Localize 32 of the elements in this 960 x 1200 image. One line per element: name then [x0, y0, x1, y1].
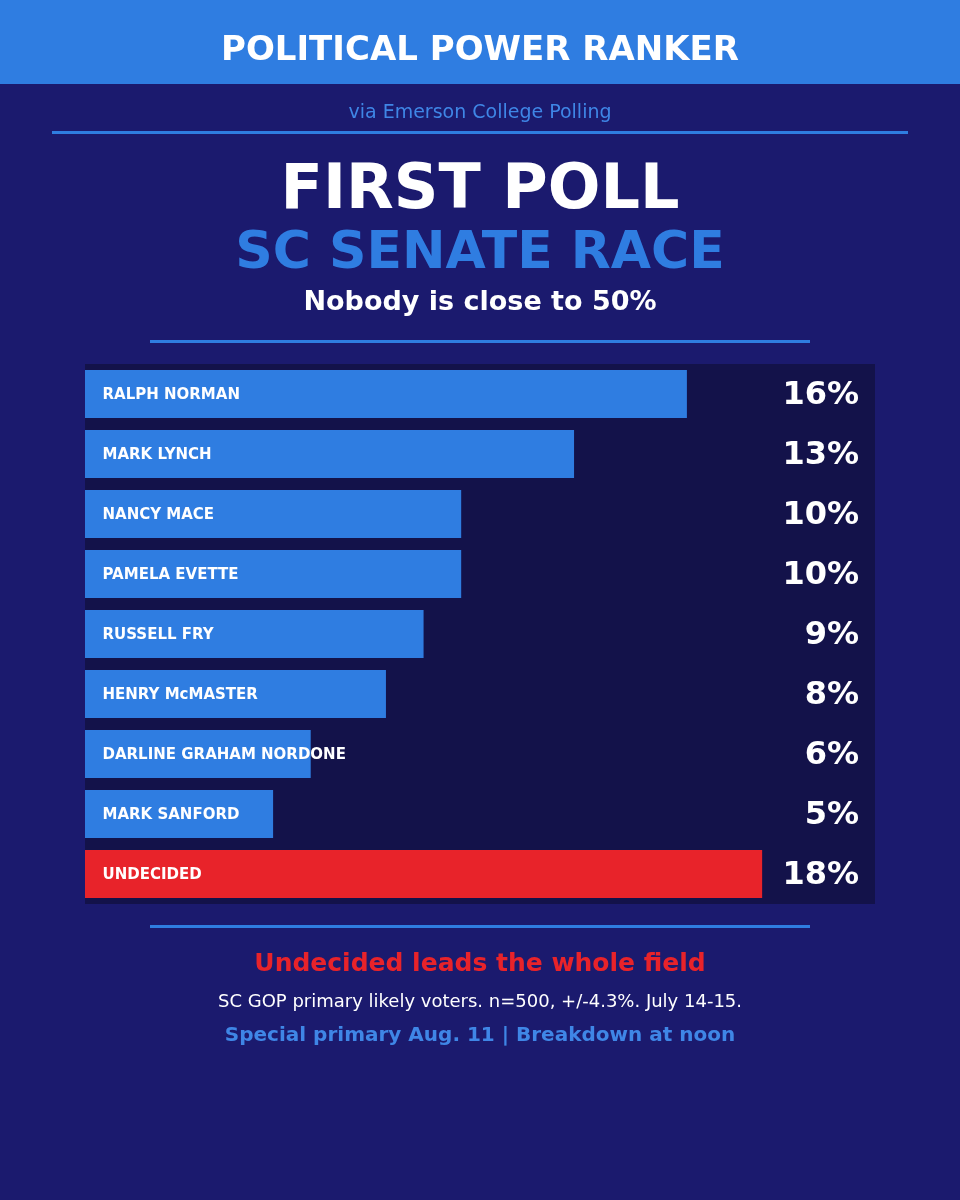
y-tick-label: MARK SANFORD — [102, 805, 240, 823]
y-tick-label: UNDECIDED — [102, 865, 202, 883]
bar — [85, 370, 687, 418]
y-tick-label: PAMELA EVETTE — [102, 565, 239, 583]
y-tick-label: RUSSELL FRY — [102, 625, 215, 643]
text: Undecided leads the whole field — [253, 948, 707, 977]
data-label: 13% — [782, 434, 859, 472]
data-label: 6% — [804, 734, 859, 772]
bar — [85, 610, 424, 658]
text: SC SENATE RACE — [234, 220, 726, 280]
y-tick-label: MARK LYNCH — [102, 445, 212, 463]
text: Nobody is close to 50% — [302, 285, 658, 316]
text: Special primary Aug. 11 | Breakdown at noon — [223, 1022, 737, 1046]
y-tick-label: NANCY MACE — [102, 505, 215, 523]
data-label: 16% — [782, 374, 859, 412]
data-label: 9% — [804, 614, 859, 652]
chart-title: POLITICAL POWER RANKER — [0, 0, 960, 84]
text: FIRST POLL — [279, 150, 681, 223]
bar — [85, 850, 763, 898]
data-label: 10% — [782, 554, 859, 592]
bar — [85, 490, 462, 538]
data-label: 5% — [804, 794, 859, 832]
bar — [85, 430, 575, 478]
data-label: 18% — [782, 854, 859, 892]
chart-subtitle: via Emerson College Polling — [347, 100, 613, 122]
text: SC GOP primary likely voters. n=500, +/-4.3%. July 14-15. — [216, 990, 744, 1011]
bar — [85, 550, 462, 598]
bar — [85, 670, 386, 718]
data-label: 10% — [782, 494, 859, 532]
y-tick-label: RALPH NORMAN — [102, 385, 240, 403]
data-label: 8% — [804, 674, 859, 712]
y-tick-label: HENRY McMASTER — [102, 685, 259, 703]
